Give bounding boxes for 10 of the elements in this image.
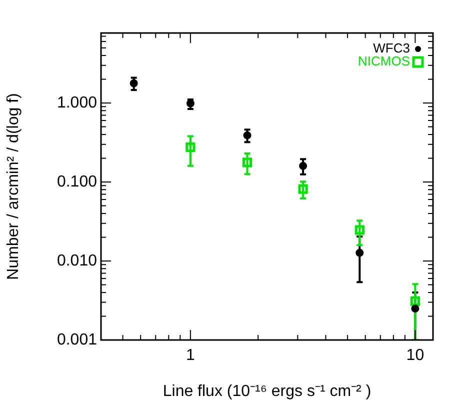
legend-label: NICMOS [358,54,410,69]
x-tick-label: 1 [186,347,195,364]
x-tick-label: 10 [406,347,424,364]
y-axis-title: Number / arcmin² / d(log f) [5,93,22,280]
y-tick-label: 0.100 [56,173,98,190]
y-tick-label: 0.001 [56,331,98,348]
y-tick-label: 0.010 [56,252,98,270]
legend-label: WFC3 [373,40,410,56]
y-tick-label: 1.000 [56,94,98,112]
x-axis-title: Line flux (10⁻¹⁶ ergs s⁻¹ cm⁻² ) [162,382,372,400]
